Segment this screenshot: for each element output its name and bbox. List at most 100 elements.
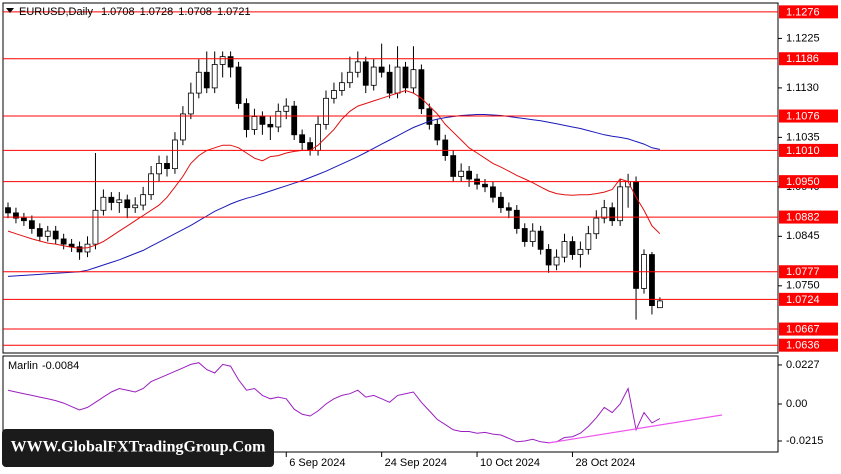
level-label-box (779, 338, 838, 352)
candle-body (617, 186, 624, 222)
candle-body (434, 123, 441, 141)
indicator-name: Marlin (8, 360, 38, 372)
candle-body (450, 155, 457, 177)
candle-body (172, 139, 178, 170)
candle-body (593, 217, 600, 235)
candle-body (243, 103, 250, 130)
x-tick-label: 6 Sep 2024 (289, 457, 345, 469)
candle-body (100, 196, 107, 211)
candle-body (211, 64, 218, 89)
candle-body (402, 66, 409, 89)
candle-body (124, 199, 131, 209)
candle-body (497, 196, 504, 209)
candle-body (132, 204, 139, 209)
candle-body (537, 230, 544, 250)
candle-body (76, 246, 83, 253)
indicator-line (7, 89, 661, 249)
candle-body (20, 217, 27, 222)
last-low: 1.0708 (178, 6, 212, 18)
candle-body (36, 228, 43, 237)
candle-body (490, 186, 496, 198)
watermark: WWW.GlobalFXTradingGroup.Com (11, 439, 267, 456)
candle-body (577, 248, 584, 255)
candle-body (5, 207, 11, 214)
candle-body (203, 71, 210, 89)
candle-body (219, 56, 226, 65)
candle-body (68, 243, 75, 248)
candle-body (283, 105, 290, 112)
level-label-box (779, 109, 838, 123)
main-panel (2, 2, 779, 354)
indicator-label: Marlin -0.0084 (8, 360, 79, 372)
level-label: 1.0950 (786, 176, 820, 188)
candle-body (378, 66, 385, 73)
level-label-box (779, 292, 838, 306)
last-open: 1.0708 (101, 6, 135, 18)
candle-body (108, 196, 115, 203)
candle-body (354, 61, 361, 73)
candle-body (259, 116, 266, 125)
indicator-line (7, 114, 660, 277)
y-tick-label: 1.1130 (786, 82, 819, 94)
candle-body (28, 220, 35, 229)
symbol: EURUSD,Daily (19, 6, 93, 18)
candle-body (116, 199, 123, 203)
candle-body (140, 194, 147, 206)
candle-body (346, 71, 353, 84)
level-label: 1.0777 (786, 266, 820, 278)
candle-body (545, 248, 552, 266)
candle-body (585, 233, 592, 250)
candle-body (386, 71, 393, 94)
last-close: 1.0721 (217, 6, 251, 18)
candle-body (657, 300, 663, 309)
candle-body (148, 173, 155, 196)
level-label-box (779, 175, 838, 189)
candle-body (569, 241, 576, 255)
x-tick-label: 24 Sep 2024 (385, 457, 447, 469)
candle-body (291, 105, 298, 136)
level-label: 1.0636 (786, 340, 820, 352)
y-tick-label: 1.0845 (786, 230, 820, 242)
candle-body (235, 66, 242, 104)
candle-body (466, 170, 473, 180)
candle-body (561, 241, 568, 258)
watermark-box (2, 429, 274, 467)
last-high: 1.0728 (140, 6, 174, 18)
menu-arrow (6, 8, 14, 13)
y-tick-label: 1.1225 (786, 32, 820, 44)
trend-line (547, 414, 723, 444)
candle-body (195, 71, 202, 94)
candle-body (60, 238, 67, 245)
candle-body (251, 116, 258, 130)
chart-title: EURUSD,Daily 1.0708 1.0728 1.0708 1.0721 (19, 6, 251, 18)
x-tick-label: 10 Oct 2024 (480, 457, 540, 469)
candle-body (410, 69, 417, 89)
candle-body (601, 207, 608, 219)
candle-body (609, 207, 616, 222)
candle-body (156, 163, 162, 175)
level-label: 1.0724 (786, 294, 820, 306)
indicator-value: -0.0084 (42, 360, 79, 372)
candle-body (553, 256, 560, 266)
candle-body (267, 123, 274, 128)
candle-body (179, 113, 186, 141)
candle-body (227, 56, 234, 68)
level-label: 1.0882 (786, 211, 820, 223)
marks: 1.12251.11301.10351.09401.08451.07501.12… (3, 5, 838, 469)
level-label-box (779, 5, 838, 19)
y-tick-label: 1.1035 (786, 131, 820, 143)
candle-body (442, 139, 449, 157)
candle-body (370, 66, 377, 86)
y-tick-label: 0.0227 (786, 359, 820, 371)
candle-body (13, 212, 19, 219)
candle-body (44, 230, 51, 237)
candle-body (458, 170, 465, 177)
candle-body (164, 163, 170, 170)
candle-body (426, 108, 433, 125)
level-label: 1.1010 (786, 145, 820, 157)
candle-body (52, 230, 59, 240)
y-tick-label: 0.00 (786, 398, 807, 410)
y-tick-label: -0.0215 (786, 435, 823, 447)
level-label: 1.0667 (786, 323, 820, 335)
